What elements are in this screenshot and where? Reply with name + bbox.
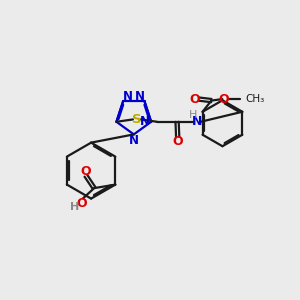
- Text: H: H: [189, 110, 197, 120]
- Text: CH₃: CH₃: [246, 94, 265, 104]
- Text: N: N: [129, 134, 139, 147]
- Text: N: N: [140, 115, 150, 128]
- Text: S: S: [132, 113, 141, 126]
- Text: O: O: [80, 165, 91, 178]
- Text: O: O: [76, 197, 87, 210]
- Text: N: N: [192, 115, 202, 128]
- Text: O: O: [172, 135, 183, 148]
- Text: O: O: [189, 93, 200, 106]
- Text: N: N: [122, 90, 133, 103]
- Text: H: H: [70, 202, 80, 212]
- Text: O: O: [218, 93, 229, 106]
- Text: N: N: [135, 90, 145, 103]
